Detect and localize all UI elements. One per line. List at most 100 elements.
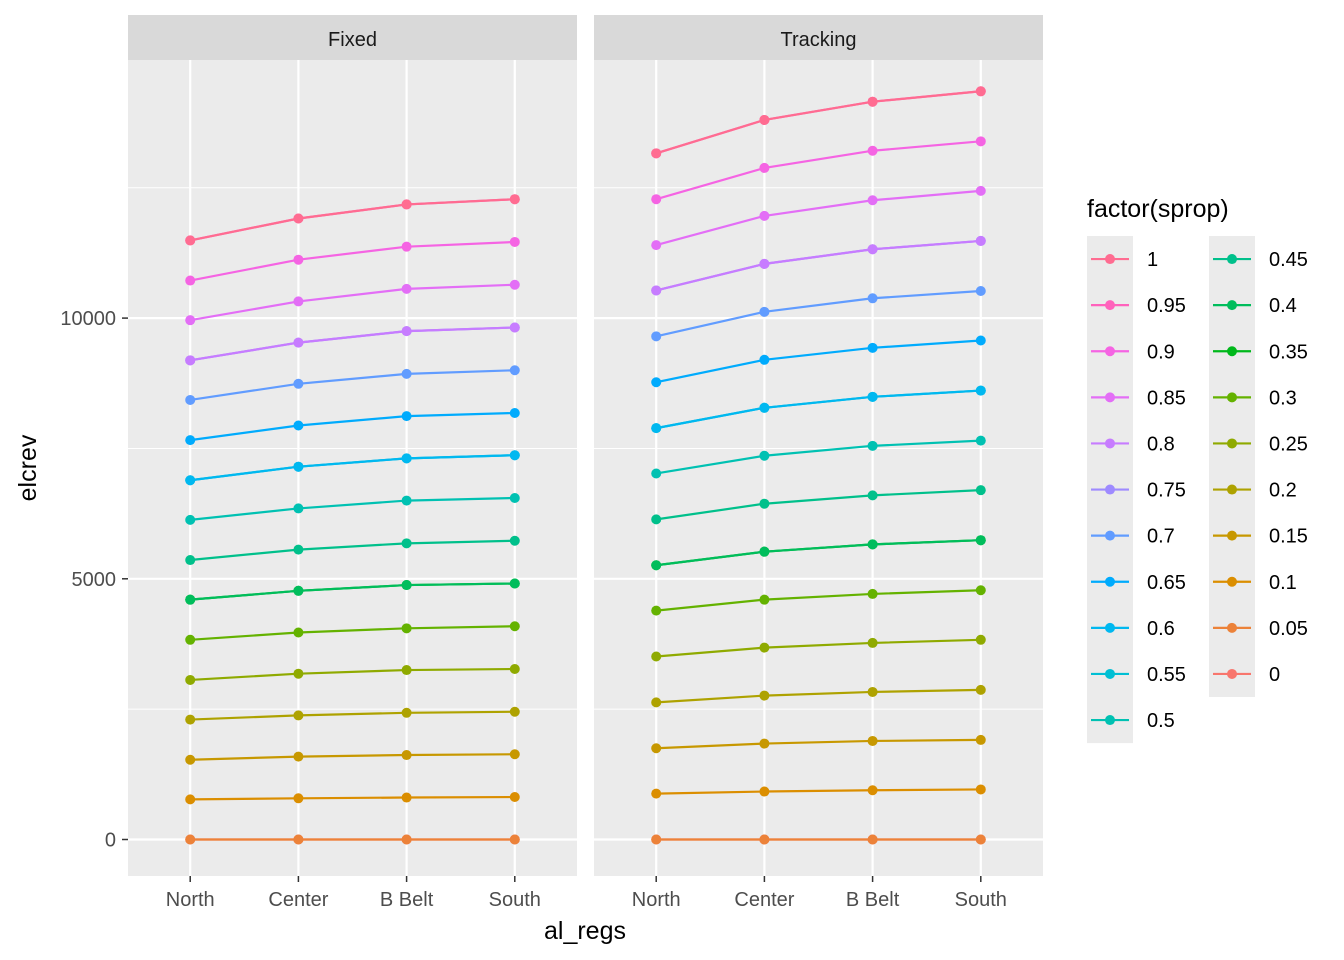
series-0.1	[651, 136, 986, 205]
series-0.15	[185, 279, 520, 326]
legend-key-point	[1227, 300, 1237, 311]
legend-entry-0.05: 0.05	[1213, 618, 1308, 640]
data-point	[185, 315, 196, 326]
series-0.6	[651, 535, 986, 571]
series-0.2	[651, 235, 986, 296]
data-point	[293, 668, 304, 679]
data-point	[651, 788, 662, 799]
data-point	[975, 285, 986, 296]
series-0.8	[651, 684, 986, 708]
data-point	[401, 538, 412, 549]
series-line	[656, 638, 981, 658]
data-point	[509, 578, 520, 589]
data-point	[867, 391, 878, 402]
legend-entry-0.5: 0.5	[1091, 710, 1175, 732]
x-tick-label: South	[955, 889, 1007, 911]
series-line	[656, 539, 981, 567]
legend-entry-0.75: 0.75	[1091, 480, 1186, 502]
data-point	[759, 786, 770, 797]
series-0.6	[185, 578, 520, 605]
legend-key-point	[1105, 300, 1115, 311]
data-point	[759, 498, 770, 509]
data-point	[509, 492, 520, 503]
data-point	[651, 651, 662, 662]
legend-label: 0.35	[1269, 341, 1308, 363]
data-point	[293, 503, 304, 514]
data-point	[867, 686, 878, 697]
data-point	[759, 210, 770, 221]
data-point	[975, 485, 986, 496]
data-point	[401, 495, 412, 506]
legend: 1 0.95 0.9 0.85 0.8 0.75 0.7 0.65 0.6 0.55 0.5 0.45…	[1087, 236, 1308, 744]
series-line	[655, 239, 981, 292]
series-0.7	[651, 585, 986, 616]
data-point	[975, 86, 986, 97]
data-point	[651, 743, 662, 754]
data-point	[401, 750, 412, 761]
data-point	[293, 834, 304, 845]
data-point	[651, 423, 662, 434]
data-point	[509, 535, 520, 546]
legend-label: 0.4	[1269, 295, 1297, 317]
data-point	[651, 834, 662, 845]
legend-entry-0.4: 0.4	[1213, 295, 1297, 317]
data-point	[867, 342, 878, 353]
series-line	[190, 582, 515, 601]
series-line	[655, 140, 981, 201]
legend-label: 0.55	[1147, 664, 1186, 686]
legend-key-point	[1227, 254, 1237, 265]
x-tick-label: B Belt	[846, 889, 900, 911]
data-point	[975, 136, 986, 147]
data-point	[509, 194, 520, 205]
series-0.3	[185, 365, 520, 405]
data-point	[185, 834, 196, 845]
legend-entry-0.8: 0.8	[1091, 433, 1175, 455]
data-point	[509, 407, 520, 418]
data-point	[867, 440, 878, 451]
y-tick-label: 0	[105, 830, 116, 852]
data-point	[975, 335, 986, 346]
series-0.75	[651, 634, 986, 662]
data-point	[293, 751, 304, 762]
series-line	[190, 326, 515, 362]
legend-key-point	[1105, 715, 1115, 726]
data-point	[759, 546, 770, 557]
series-0.95	[185, 834, 520, 845]
legend-key-point	[1105, 346, 1115, 357]
data-point	[759, 402, 770, 413]
series-0.35	[185, 407, 520, 446]
legend-label: 0.15	[1269, 526, 1308, 548]
series-0	[651, 86, 986, 159]
data-point	[185, 475, 196, 486]
data-point	[185, 754, 196, 765]
series-0.85	[185, 749, 520, 765]
legend-label: 0.1	[1269, 572, 1297, 594]
series-line	[655, 189, 981, 247]
data-point	[293, 337, 304, 348]
x-tick-label: North	[166, 889, 215, 911]
series-line	[190, 369, 515, 402]
data-point	[401, 411, 412, 422]
series-line	[655, 90, 981, 155]
legend-entry-0: 0	[1213, 664, 1280, 686]
data-point	[651, 605, 662, 616]
legend-entry-0.3: 0.3	[1213, 387, 1297, 409]
legend-entry-0.7: 0.7	[1091, 526, 1175, 548]
data-point	[509, 664, 520, 675]
data-point	[293, 585, 304, 596]
legend-key-point	[1105, 254, 1115, 265]
legend-entry-0.85: 0.85	[1091, 387, 1186, 409]
series-line	[656, 489, 981, 521]
series-line	[190, 625, 515, 641]
data-point	[759, 306, 770, 317]
data-point	[401, 792, 412, 803]
legend-entry-0.1: 0.1	[1213, 572, 1297, 594]
legend-key-point	[1227, 392, 1237, 403]
data-point	[185, 714, 196, 725]
legend-label: 1	[1147, 249, 1158, 271]
panel-background	[594, 60, 1043, 876]
series-line	[656, 589, 981, 612]
data-point	[975, 435, 986, 446]
legend-label: 0	[1269, 664, 1280, 686]
data-point	[509, 706, 520, 717]
